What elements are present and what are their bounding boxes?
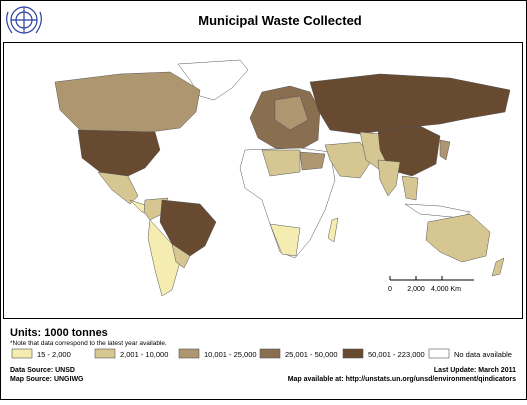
legend-swatch [11,348,33,359]
legend-swatch [342,348,364,359]
legend-swatch [178,348,200,359]
title: Municipal Waste Collected [198,13,362,28]
legend-note: *Note that data correspond to the latest… [10,340,167,347]
scale-bar: 0 2,000 4,000 Km [388,276,474,293]
legend-label: 25,001 - 50,000 [285,350,338,359]
legend-label: 15 - 2,000 [37,350,71,359]
legend-label: No data available [454,350,512,359]
world-map [54,59,511,297]
legend-label: 50,001 - 223,000 [368,350,425,359]
legend-label: 2,001 - 10,000 [120,350,168,359]
scale-label: 0 [388,286,392,293]
legend-title: Units: 1000 tonnes [10,327,108,339]
legend: 15 - 2,000 2,001 - 10,000 10,001 - 25,000 2… [11,348,512,359]
legend-swatch [259,348,281,359]
legend-label: 10,001 - 25,000 [204,350,257,359]
data-source: Data Source: UNSD [10,367,75,374]
scale-label: 2,000 [407,286,425,293]
legend-swatch [428,348,450,359]
last-update: Last Update: March 2011 [434,367,516,374]
map-source: Map Source: UNGIWG [10,376,84,383]
map-url: Map available at: http://unstats.un.org/… [288,376,516,383]
un-emblem [6,6,42,34]
legend-swatch [94,348,116,359]
scale-label: 4,000 Km [431,286,461,293]
